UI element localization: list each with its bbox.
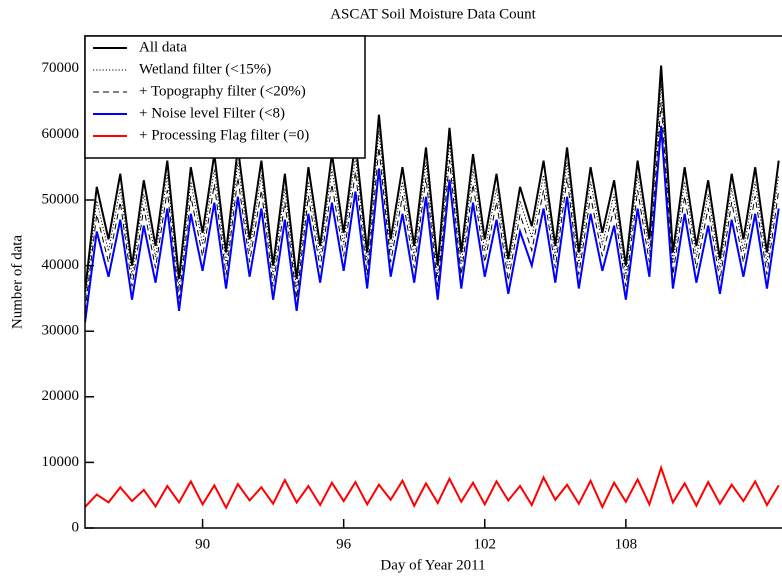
series-line	[85, 464, 780, 510]
plot-lines	[85, 65, 780, 510]
legend-label: All data	[139, 39, 187, 55]
plot-frame	[84, 35, 782, 529]
y-axis-label: Number of data	[9, 235, 25, 329]
legend-label: + Noise level Filter (<8)	[139, 105, 285, 121]
y-tick-label: 40000	[42, 257, 80, 273]
x-tick-label: 108	[615, 536, 638, 552]
x-tick-label: 96	[336, 536, 352, 552]
y-tick-label: 0	[72, 519, 80, 535]
overlay: 0 10000 20000 30000 40000 50000 60000 70000 90 96…	[42, 35, 782, 552]
series-line	[85, 125, 780, 323]
chart-title: ASCAT Soil Moisture Data Count	[330, 6, 536, 22]
series-line	[85, 65, 780, 292]
y-tick-label: 70000	[42, 60, 80, 76]
x-axis-label: Day of Year 2011	[380, 557, 485, 573]
x-tick-label: 102	[474, 536, 497, 552]
legend-label: + Topography filter (<20%)	[139, 83, 306, 99]
y-tick-label: 10000	[42, 454, 80, 470]
y-tick-label: 30000	[42, 323, 80, 339]
x-tick-label: 90	[195, 536, 210, 552]
legend-label: Wetland filter (<15%)	[139, 61, 271, 77]
y-tick-label: 50000	[42, 191, 80, 207]
series-line	[85, 83, 780, 302]
legend-label: + Processing Flag filter (=0)	[139, 127, 309, 143]
y-tick-label: 20000	[42, 388, 80, 404]
legend-box	[84, 35, 366, 159]
y-tick-label: 60000	[42, 126, 80, 142]
series-line	[85, 102, 780, 311]
